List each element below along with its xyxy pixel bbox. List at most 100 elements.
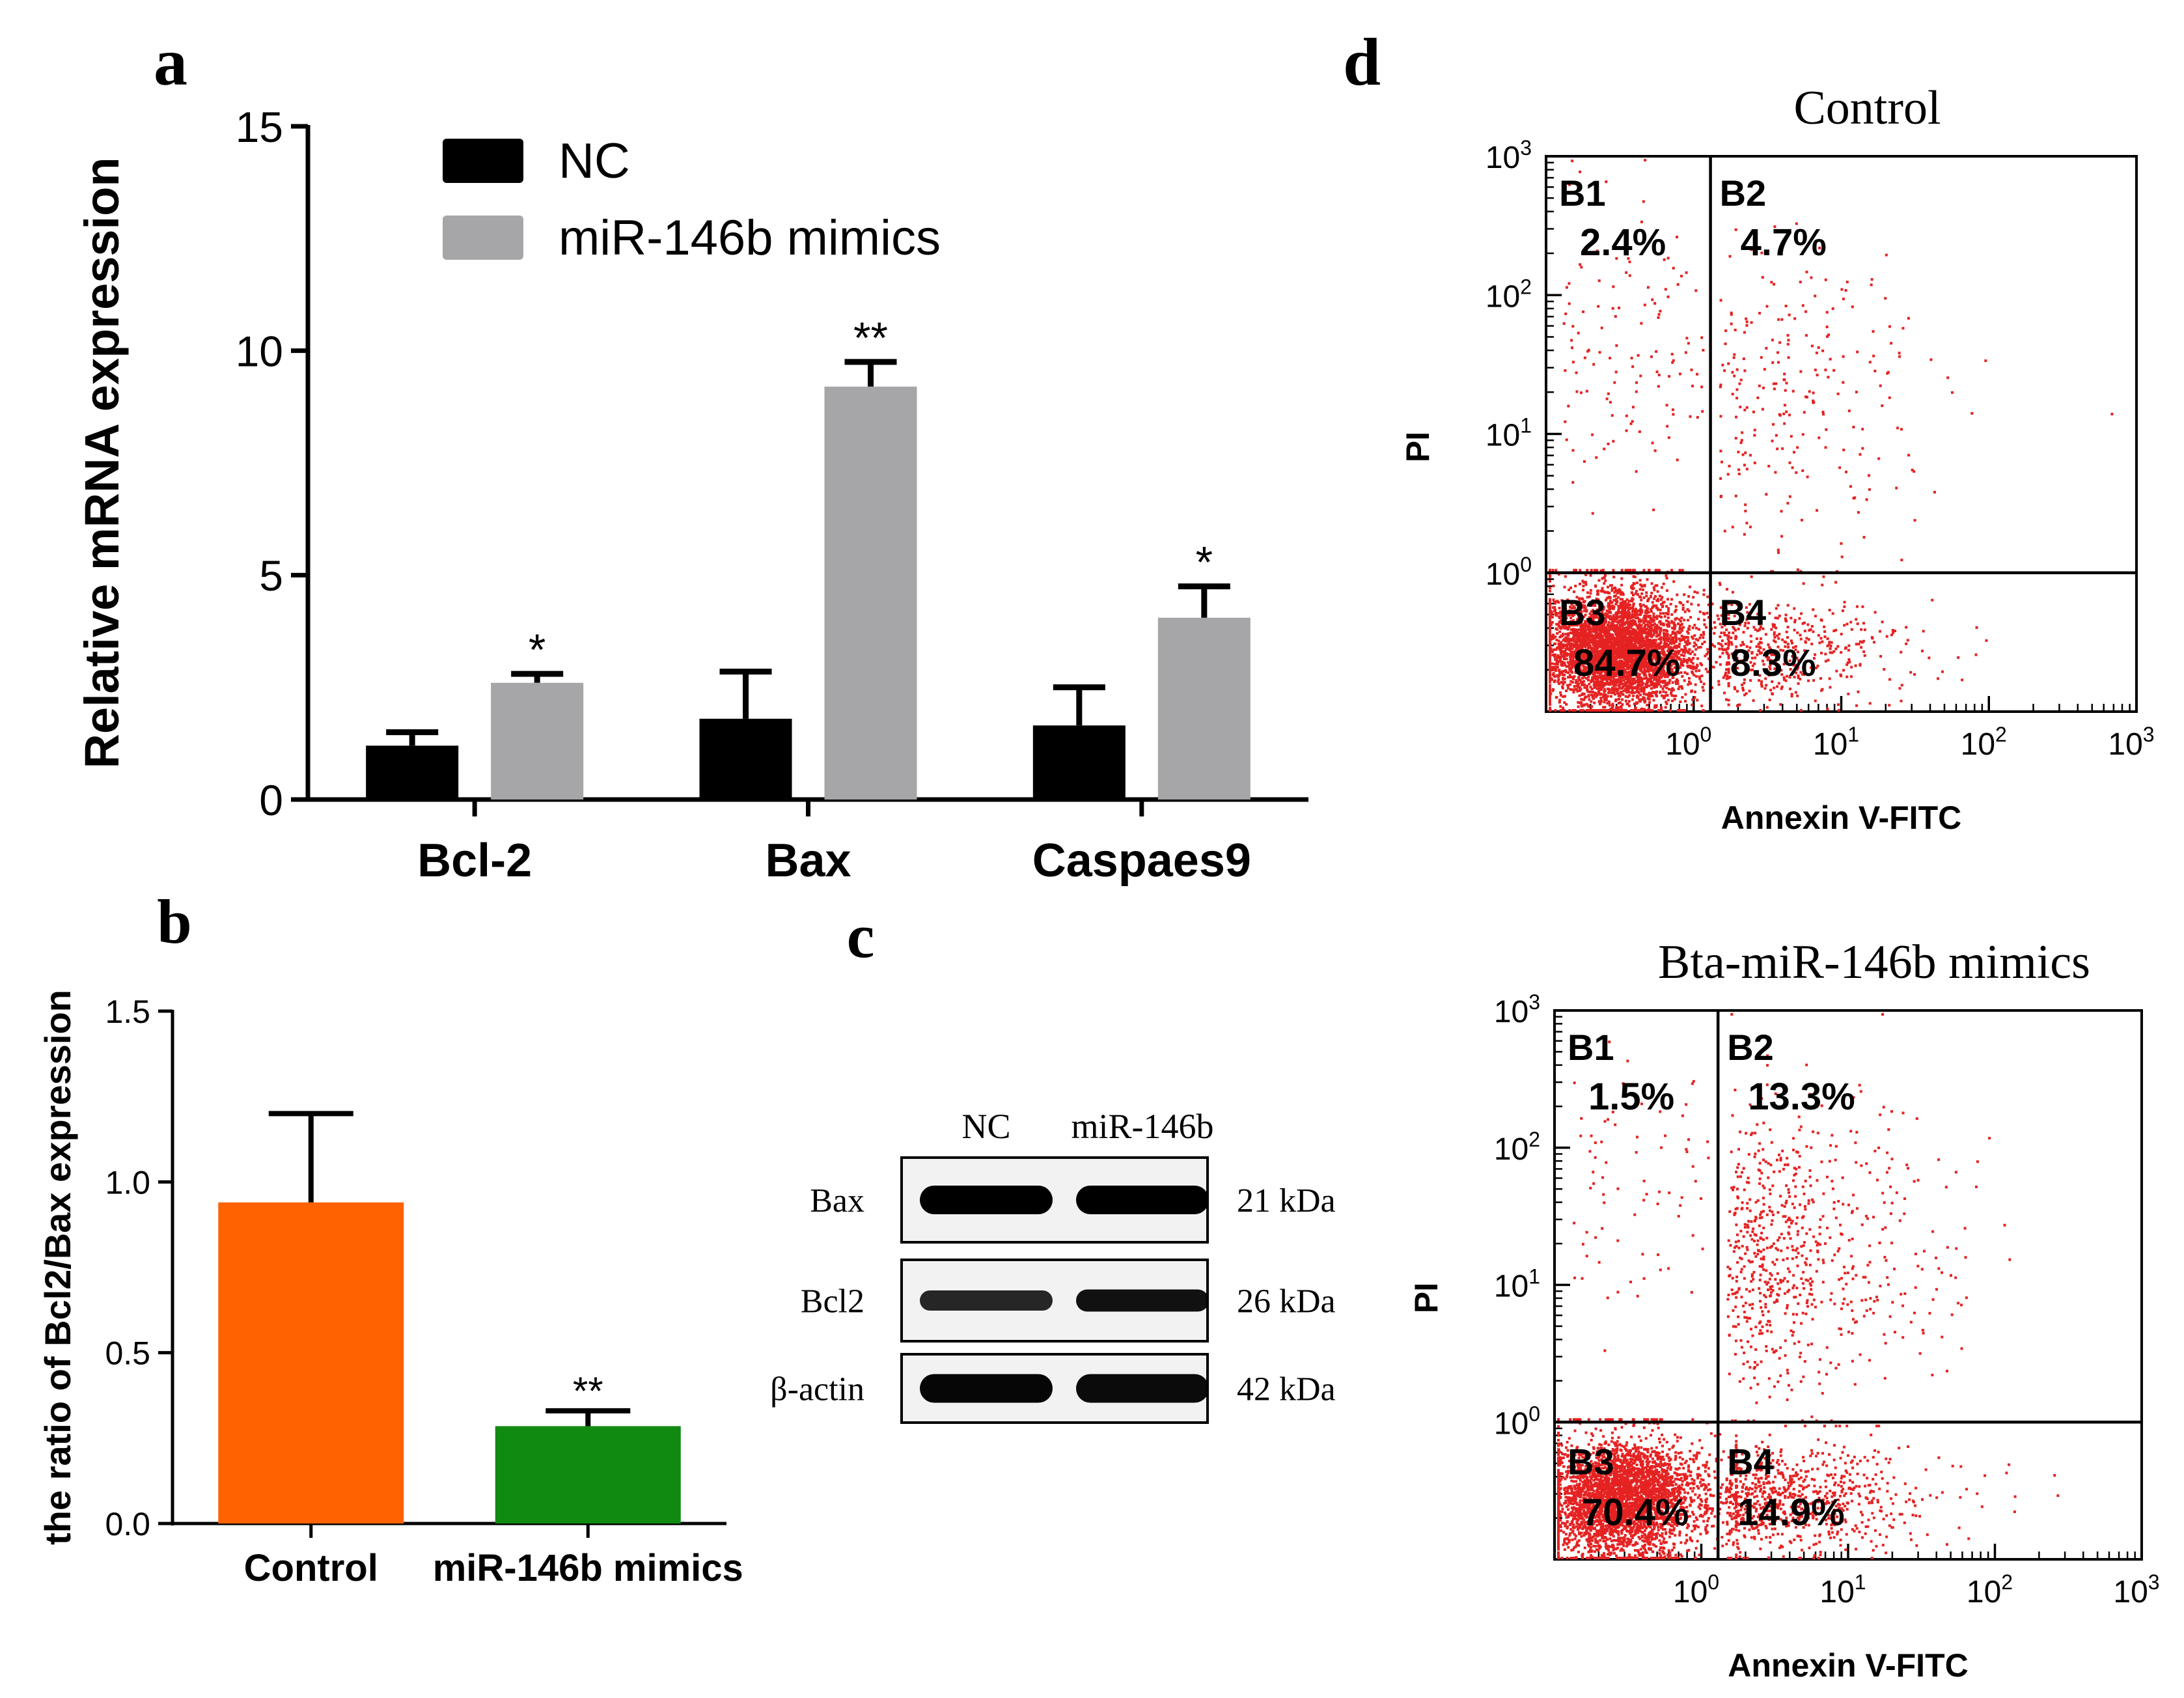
- data-point: [1614, 612, 1618, 615]
- data-point: [1625, 702, 1629, 705]
- data-point: [1609, 628, 1612, 631]
- data-point: [1663, 654, 1666, 657]
- data-point: [1573, 622, 1577, 626]
- data-point: [1597, 664, 1601, 667]
- data-point: [1677, 688, 1680, 691]
- data-point: [1655, 684, 1658, 687]
- data-point: [1565, 639, 1568, 643]
- data-point: [1681, 696, 1684, 699]
- data-point: [1638, 648, 1641, 651]
- data-point: [1640, 619, 1643, 622]
- data-point: [1596, 635, 1599, 638]
- data-point: [1634, 667, 1637, 670]
- data-point: [1644, 636, 1648, 639]
- data-point: [1593, 686, 1596, 689]
- x-axis-label: Annexin V-FITC: [1721, 800, 1961, 836]
- data-point: [1646, 608, 1649, 611]
- data-point: [1641, 665, 1644, 668]
- data-point: [1564, 620, 1568, 624]
- data-point: [1655, 704, 1658, 708]
- data-point: [1674, 637, 1678, 640]
- data-point: [1640, 624, 1643, 627]
- data-point: [1562, 695, 1565, 698]
- data-point: [1552, 635, 1555, 638]
- data-point: [1631, 628, 1634, 631]
- data-point: [1573, 640, 1576, 643]
- data-point: [1663, 673, 1666, 676]
- data-point: [1668, 678, 1672, 682]
- data-point: [1842, 669, 1845, 672]
- data-point: [1664, 706, 1667, 709]
- data-point: [1549, 709, 1551, 712]
- data-point: [1652, 615, 1655, 618]
- data-point: [1549, 628, 1551, 632]
- data-point: [1635, 689, 1638, 692]
- data-point: [1650, 619, 1653, 622]
- data-point: [1775, 607, 1778, 610]
- data-point: [1818, 641, 1821, 645]
- bar-mir-146b-mimics: [824, 386, 917, 800]
- data-point: [1664, 634, 1667, 637]
- data-point: [1685, 658, 1689, 661]
- data-point: [1579, 688, 1583, 691]
- data-point: [1584, 658, 1587, 661]
- data-point: [1649, 618, 1652, 621]
- data-point: [1681, 675, 1684, 678]
- data-point: [1633, 659, 1637, 662]
- data-point: [1671, 626, 1674, 630]
- data-point: [1596, 680, 1599, 684]
- data-point: [1603, 627, 1606, 630]
- data-point: [1663, 615, 1666, 618]
- data-point: [1562, 706, 1565, 710]
- data-point: [1631, 568, 1635, 572]
- data-point: [1654, 584, 1657, 587]
- data-point: [1727, 639, 1730, 643]
- data-point: [1652, 633, 1655, 637]
- data-point: [1770, 628, 1773, 631]
- data-point: [1646, 610, 1649, 613]
- data-point: [1660, 645, 1663, 648]
- data-point: [1659, 627, 1663, 630]
- data-point: [1672, 676, 1675, 679]
- data-point: [1619, 602, 1622, 605]
- data-point: [1633, 703, 1636, 706]
- data-point: [1553, 648, 1556, 651]
- data-point: [1778, 632, 1781, 635]
- data-point: [1666, 598, 1670, 601]
- data-point: [1638, 630, 1641, 633]
- data-point: [1567, 684, 1570, 687]
- data-point: [1640, 687, 1644, 690]
- data-point: [1586, 625, 1589, 628]
- data-point: [1575, 568, 1578, 572]
- data-point: [1622, 652, 1625, 656]
- data-point: [1678, 709, 1681, 712]
- data-point: [1583, 627, 1586, 630]
- data-point: [1727, 682, 1730, 685]
- data-point: [1608, 603, 1611, 606]
- data-point: [1629, 599, 1633, 602]
- data-point: [1713, 626, 1717, 629]
- data-point: [1657, 682, 1661, 686]
- data-point: [1625, 659, 1629, 662]
- data-point: [1655, 644, 1658, 647]
- data-point: [1602, 709, 1605, 712]
- data-point: [1624, 665, 1627, 668]
- data-point: [1557, 678, 1560, 681]
- data-point: [1645, 594, 1648, 598]
- bar-value: [218, 1202, 404, 1524]
- data-point: [1593, 568, 1596, 572]
- data-point: [1786, 643, 1790, 646]
- data-point: [1573, 606, 1577, 609]
- data-point: [1607, 605, 1610, 608]
- data-point: [1557, 682, 1560, 686]
- data-point: [1625, 598, 1629, 602]
- data-point: [1682, 658, 1685, 661]
- data-point: [1665, 686, 1668, 689]
- data-point: [1727, 684, 1730, 688]
- data-point: [1658, 675, 1661, 678]
- data-point: [1662, 632, 1665, 635]
- data-point: [1900, 699, 1903, 703]
- data-point: [1722, 615, 1725, 618]
